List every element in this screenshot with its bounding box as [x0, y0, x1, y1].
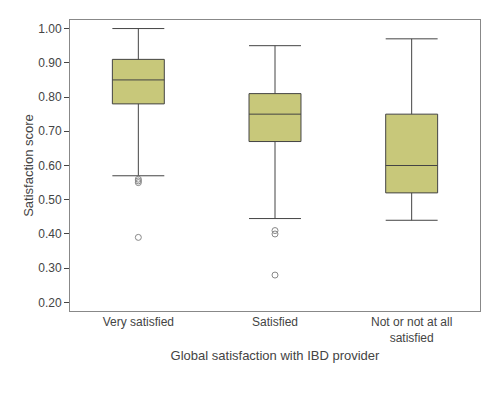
svg-text:0.40: 0.40 — [38, 227, 62, 241]
svg-text:Very satisfied: Very satisfied — [103, 315, 174, 329]
svg-text:0.70: 0.70 — [38, 124, 62, 138]
svg-text:0.80: 0.80 — [38, 90, 62, 104]
svg-text:0.20: 0.20 — [38, 296, 62, 310]
svg-text:0.50: 0.50 — [38, 193, 62, 207]
svg-text:0.60: 0.60 — [38, 159, 62, 173]
svg-text:0.90: 0.90 — [38, 56, 62, 70]
svg-text:0.30: 0.30 — [38, 261, 62, 275]
svg-text:Global satisfaction with IBD p: Global satisfaction with IBD provider — [171, 348, 380, 363]
svg-text:1.00: 1.00 — [38, 22, 62, 36]
svg-text:Not or not at allsatisfied: Not or not at allsatisfied — [371, 315, 452, 345]
svg-text:Satisfaction score: Satisfaction score — [21, 114, 36, 217]
svg-text:Satisfied: Satisfied — [252, 315, 298, 329]
